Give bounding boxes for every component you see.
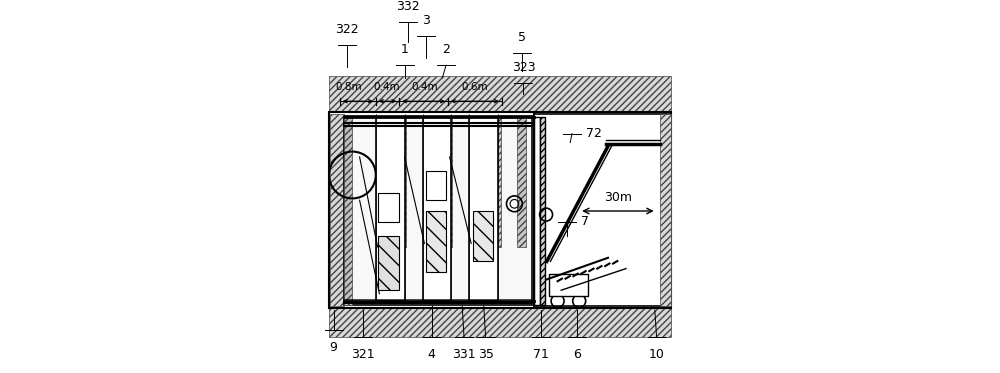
- Text: 323: 323: [512, 61, 535, 74]
- Text: 35: 35: [478, 348, 494, 361]
- Bar: [330, 114, 344, 306]
- Bar: [329, 76, 671, 112]
- Text: 3: 3: [422, 15, 430, 27]
- Text: 0.4m: 0.4m: [411, 82, 438, 92]
- Bar: [344, 116, 352, 305]
- Text: 331: 331: [452, 348, 476, 361]
- Bar: [517, 117, 526, 247]
- Bar: [329, 308, 671, 337]
- Text: 6: 6: [573, 348, 581, 361]
- Bar: [376, 117, 405, 301]
- Bar: [399, 117, 406, 247]
- Bar: [426, 211, 446, 272]
- Bar: [534, 117, 540, 305]
- Text: 321: 321: [351, 348, 375, 361]
- Text: 9: 9: [330, 341, 338, 354]
- Text: 2: 2: [442, 43, 450, 56]
- Bar: [549, 274, 588, 295]
- Text: 0.8m: 0.8m: [335, 82, 362, 92]
- Text: 7: 7: [581, 215, 589, 228]
- Bar: [376, 117, 385, 247]
- Text: 1: 1: [401, 43, 409, 56]
- Bar: [660, 114, 671, 306]
- Text: 4: 4: [428, 348, 436, 361]
- Bar: [378, 236, 399, 290]
- Bar: [471, 117, 480, 247]
- Bar: [423, 117, 451, 301]
- Bar: [423, 117, 432, 247]
- Text: 0.4m: 0.4m: [373, 82, 400, 92]
- Text: 30m: 30m: [604, 191, 632, 204]
- Text: 0.6m: 0.6m: [461, 82, 488, 92]
- Text: 72: 72: [586, 127, 602, 140]
- Bar: [329, 112, 671, 308]
- Bar: [540, 117, 545, 305]
- Text: 71: 71: [533, 348, 549, 361]
- Text: 5: 5: [518, 31, 526, 44]
- Bar: [378, 193, 399, 222]
- Text: 322: 322: [335, 23, 359, 37]
- Text: 10: 10: [649, 348, 665, 361]
- Bar: [469, 117, 498, 301]
- Bar: [534, 114, 669, 306]
- Bar: [473, 211, 493, 261]
- Bar: [344, 116, 532, 305]
- Bar: [446, 117, 452, 247]
- Bar: [426, 172, 446, 200]
- Text: 332: 332: [396, 0, 420, 13]
- Bar: [495, 117, 501, 247]
